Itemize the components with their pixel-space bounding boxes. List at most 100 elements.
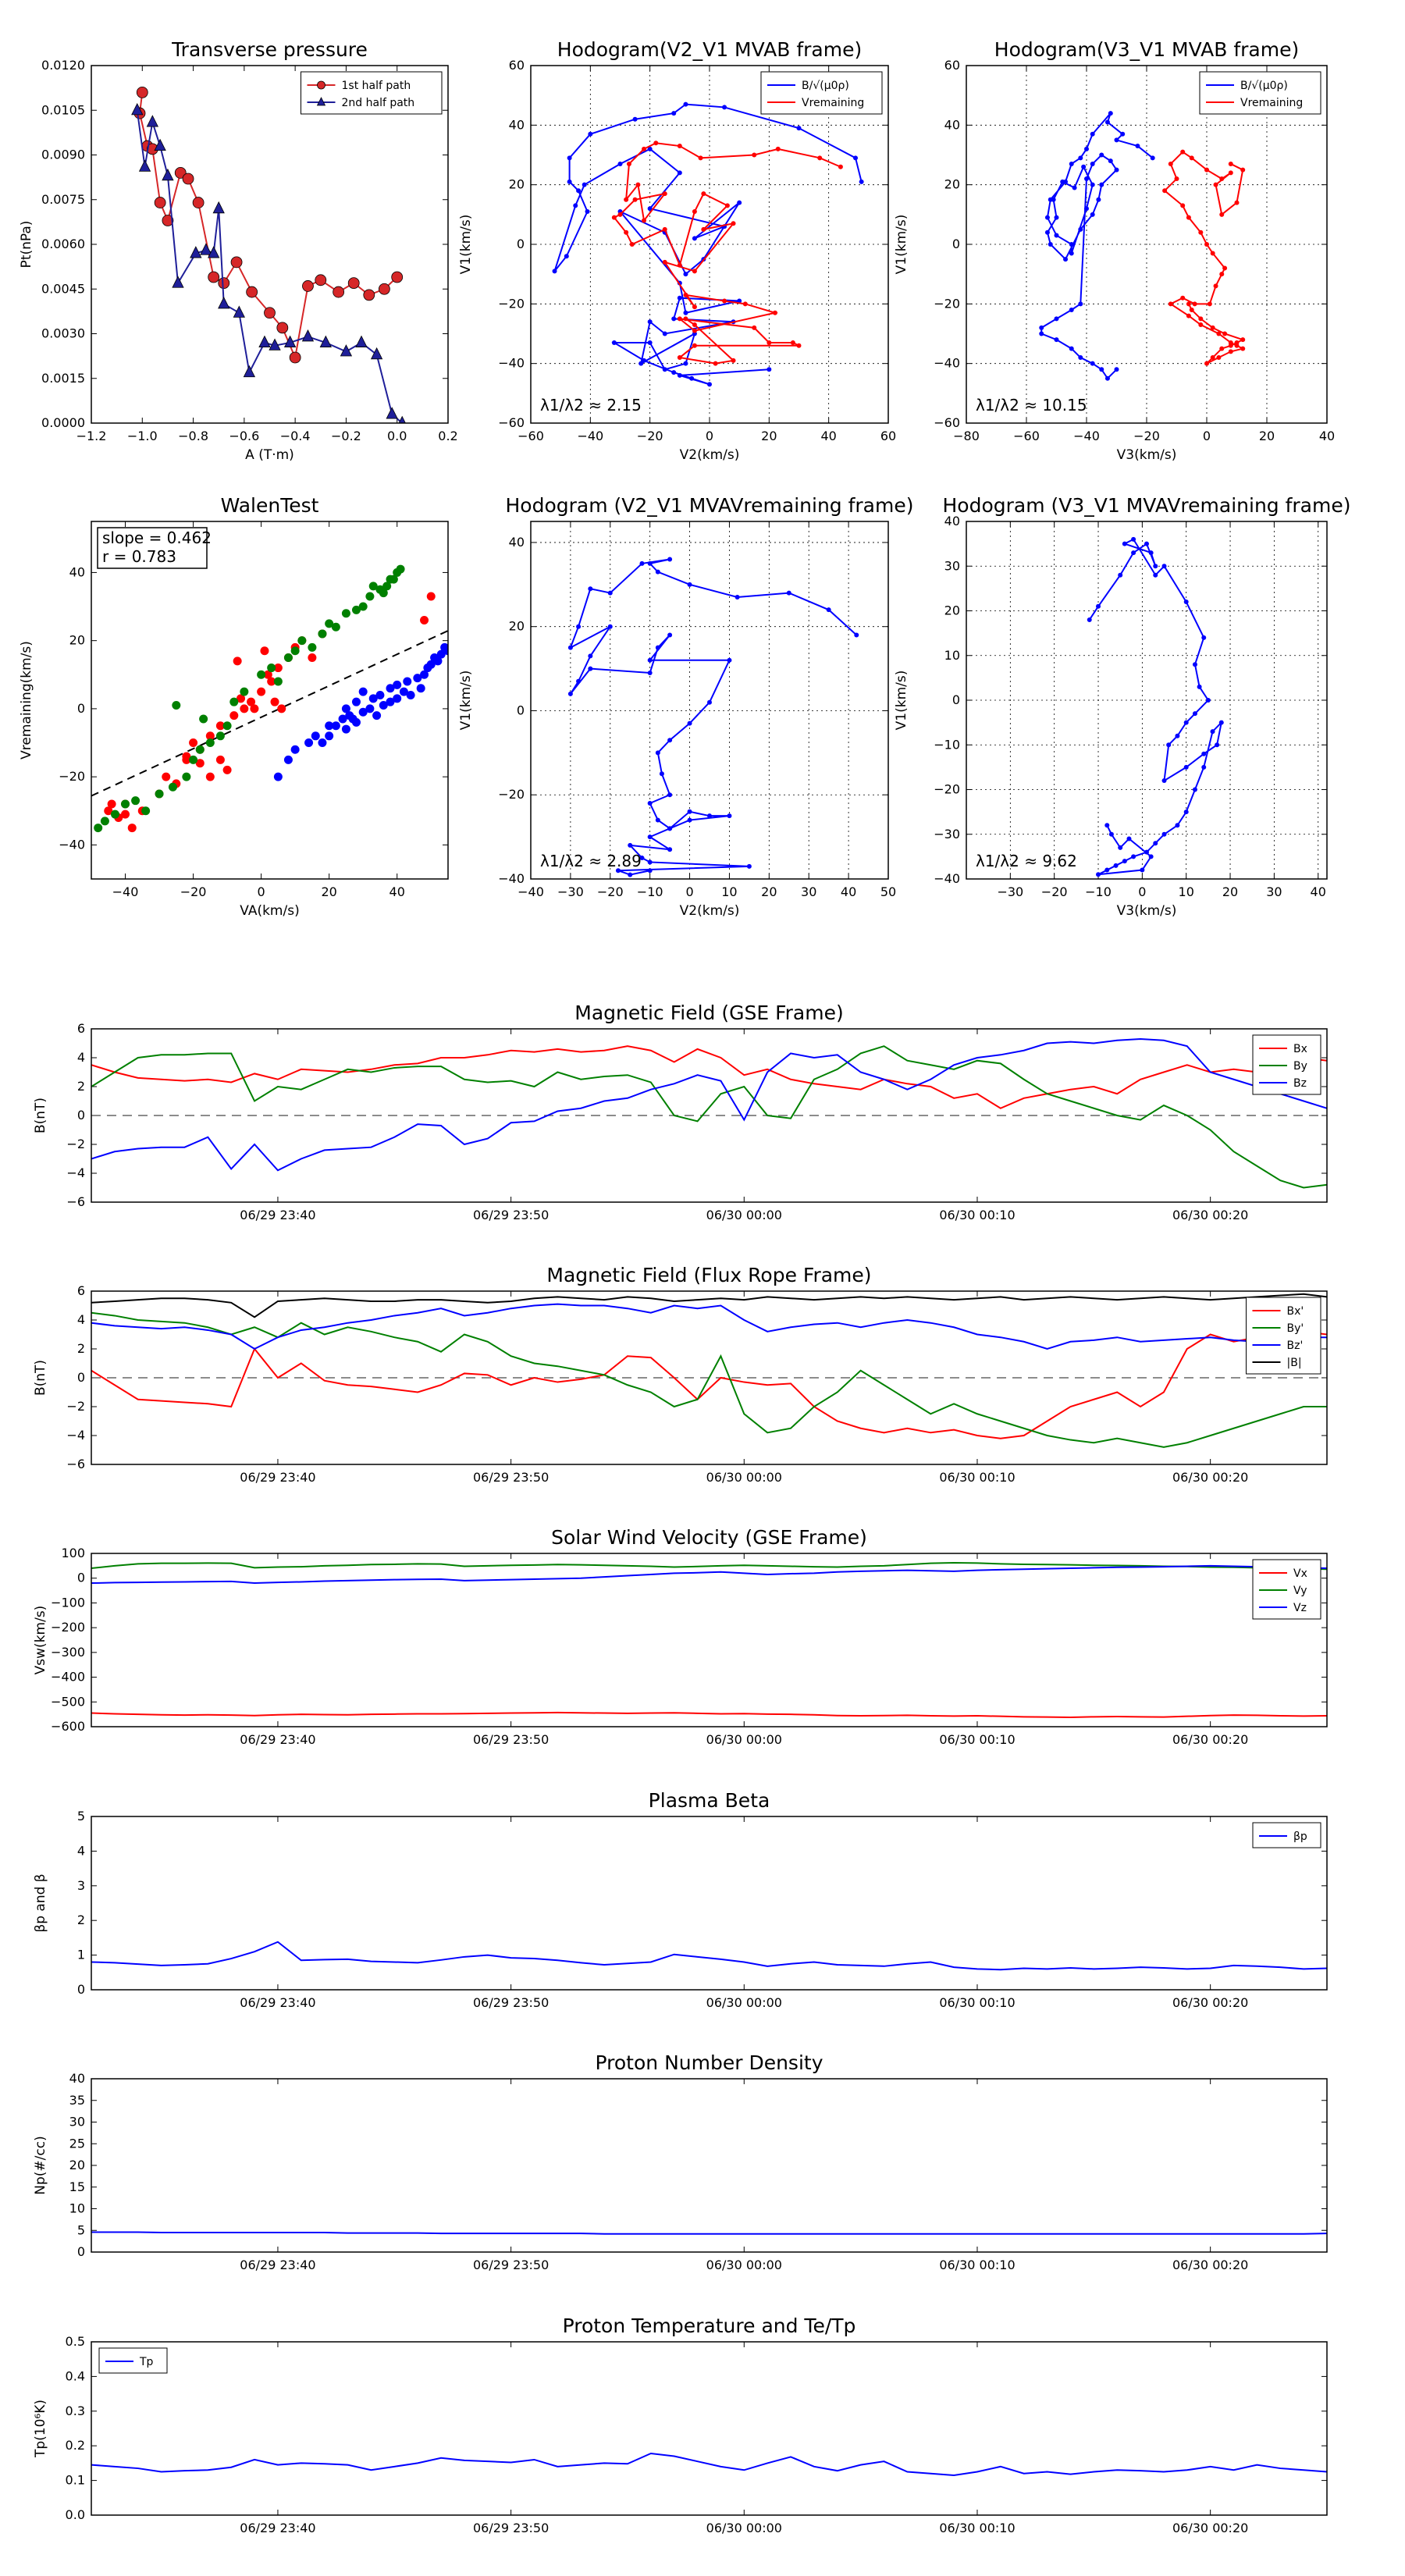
data-point: [1222, 331, 1228, 336]
data-point: [687, 720, 692, 726]
y-tick-label: 0.0075: [41, 192, 85, 207]
series-line: [1163, 151, 1246, 365]
data-point: [267, 677, 276, 686]
correlation-text: r = 0.783: [102, 547, 176, 566]
chart-title: Hodogram (V2_V1 MVAVremaining frame): [506, 494, 914, 517]
legend-box: [1199, 71, 1321, 115]
chart-transverse_pressure: Transverse pressure −1.2 −1.0 −0.8 −0.6 −0.4 −…: [19, 38, 458, 463]
data-point: [647, 801, 653, 806]
y-tick-label: 25: [69, 2136, 85, 2151]
data-point: [698, 155, 703, 161]
data-point: [358, 707, 368, 717]
data-point: [692, 304, 697, 310]
legend-box: [301, 71, 443, 115]
series-Vz: [91, 1564, 1327, 1585]
legend-label: Bz: [1293, 1077, 1307, 1090]
y-tick-label: 0.0060: [41, 237, 85, 251]
data-marker: [172, 276, 184, 288]
data-marker: [154, 138, 166, 151]
data-point: [1078, 355, 1083, 361]
data-point: [110, 809, 119, 819]
y-tick-label: 0.0000: [41, 415, 85, 430]
data-point: [671, 316, 677, 322]
data-point: [141, 806, 151, 816]
data-point: [647, 859, 653, 865]
data-point: [635, 182, 641, 187]
plot-frame: [530, 521, 889, 880]
y-tick-label: 35: [69, 2093, 85, 2108]
data-marker: [289, 351, 301, 364]
data-point: [588, 586, 593, 592]
data-point: [1096, 197, 1101, 202]
data-point: [1201, 751, 1207, 756]
y-tick-label: 0: [77, 2244, 85, 2259]
regression-line: [91, 630, 448, 797]
data-point: [121, 799, 130, 809]
fit-stats-frame: [97, 527, 208, 569]
data-point: [667, 632, 673, 638]
data-point: [267, 664, 276, 673]
data-point: [1060, 179, 1065, 184]
data-point: [677, 316, 682, 322]
data-point: [290, 745, 300, 754]
legend-label: Vx: [1293, 1567, 1307, 1580]
y-tick-label: 3: [77, 1878, 85, 1893]
data-point: [639, 560, 645, 566]
data-point: [767, 367, 772, 372]
data-point: [1213, 283, 1218, 289]
x-tick-label: 06/29 23:50: [473, 2521, 549, 2535]
y-tick-label: −2: [66, 1399, 85, 1414]
data-point: [567, 691, 573, 696]
legend-marker: [317, 80, 325, 90]
chart-proton_density: Proton Number Density 06/29 23:40 06/29 23…: [33, 2051, 1328, 2272]
data-point: [639, 856, 645, 861]
data-point: [1096, 872, 1101, 877]
y-tick-label: 2: [77, 1079, 85, 1094]
data-point: [611, 215, 617, 220]
plot-frame: [91, 1028, 1328, 1203]
x-axis-label: V2(km/s): [680, 447, 740, 463]
data-point: [647, 206, 653, 212]
data-point: [667, 826, 673, 831]
data-point: [689, 375, 695, 381]
data-marker: [264, 307, 276, 319]
data-point: [1054, 233, 1059, 238]
data-point: [131, 796, 140, 806]
plot-area: [91, 564, 448, 833]
y-tick-label: 100: [61, 1546, 85, 1560]
y-tick-label: 30: [69, 2115, 85, 2129]
x-tick-label: −40: [518, 884, 544, 899]
chart-hodogram_v3_mvav: Hodogram (V3_V1 MVAVremaining frame) −30 −…: [894, 494, 1351, 919]
data-point: [189, 755, 198, 764]
data-point: [1135, 144, 1140, 149]
y-axis-label: Np(#/cc): [33, 2136, 48, 2194]
data-point: [172, 701, 181, 710]
y-tick-label: −40: [934, 871, 960, 886]
data-point: [1104, 119, 1110, 125]
data-point: [290, 646, 300, 656]
data-point: [1122, 541, 1127, 546]
slope-text: slope = 0.462: [102, 528, 212, 547]
data-point: [707, 699, 712, 705]
data-point: [240, 687, 249, 696]
data-point: [790, 340, 795, 345]
data-point: [260, 646, 269, 656]
data-point: [662, 191, 667, 197]
data-point: [1090, 182, 1095, 187]
chart-mag_fluxrope: Magnetic Field (Flux Rope Frame) 06/29 23…: [33, 1264, 1328, 1485]
data-point: [195, 745, 205, 754]
y-axis-label: B(nT): [33, 1360, 48, 1396]
legend-label: Vremaining: [1240, 97, 1303, 109]
x-tick-label: −0.4: [280, 429, 311, 443]
data-marker: [146, 115, 158, 127]
data-point: [701, 226, 706, 232]
x-tick-label: −40: [1073, 429, 1100, 443]
x-tick-label: 06/30 00:00: [706, 1995, 782, 2010]
chart-title: Magnetic Field (GSE Frame): [574, 1002, 843, 1024]
x-tick-label: −20: [637, 429, 663, 443]
data-point: [573, 203, 578, 208]
data-point: [727, 657, 732, 663]
data-point: [433, 656, 443, 666]
data-point: [746, 863, 752, 869]
data-point: [215, 755, 225, 764]
